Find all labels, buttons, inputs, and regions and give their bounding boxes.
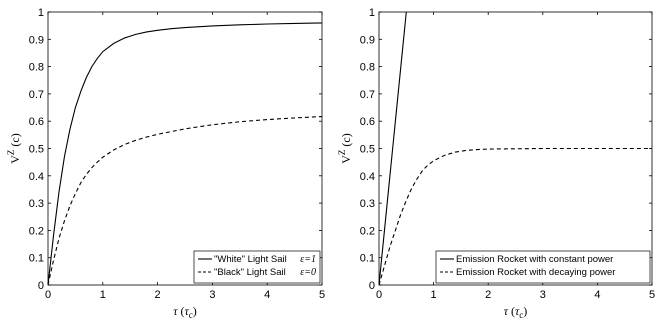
x-tick-label: 0 (45, 289, 51, 301)
legend-epsilon-label: ε=1 (300, 254, 316, 265)
x-tick-label: 1 (100, 289, 106, 301)
y-axis-label: VZ (c) (6, 133, 22, 164)
legend-label: Emission Rocket with decaying power (456, 267, 615, 278)
x-tick-label: 3 (540, 289, 546, 301)
y-tick-label: 0.3 (29, 198, 44, 210)
x-tick-label: 0 (376, 289, 382, 301)
y-tick-label: 0.2 (360, 225, 375, 237)
y-axis-label: VZ (c) (337, 133, 353, 164)
y-tick-label: 1 (369, 7, 375, 19)
y-tick-label: 0 (38, 280, 44, 292)
y-tick-label: 0.3 (360, 198, 375, 210)
dashed-series-line (48, 116, 322, 285)
x-tick-label: 2 (155, 289, 161, 301)
y-tick-label: 0.8 (29, 62, 44, 74)
y-tick-label: 0.6 (29, 116, 44, 128)
y-tick-label: 0.9 (360, 34, 375, 46)
x-tick-label: 3 (209, 289, 215, 301)
solid-series-line (379, 12, 407, 285)
plot-frame (47, 11, 323, 286)
y-tick-label: 0.6 (360, 116, 375, 128)
y-tick-label: 0.9 (29, 34, 44, 46)
y-tick-label: 0 (369, 280, 375, 292)
solid-series-line (48, 22, 322, 285)
y-tick-label: 0.7 (29, 89, 44, 101)
x-tick-label: 5 (319, 289, 325, 301)
y-tick-label: 0.1 (360, 253, 375, 265)
legend-box (193, 250, 321, 284)
x-tick-label: 2 (485, 289, 491, 301)
y-tick-label: 0.1 (29, 253, 44, 265)
x-axis-label: τ (τc) (504, 304, 528, 320)
right-chart-panel: 0 1 2 3 4 5 0 0.1 0.2 0.3 0.4 0.5 0.6 0.7 0.8 0.9 1 τ (τc… (337, 7, 655, 320)
y-tick-label: 0.5 (29, 144, 44, 156)
legend-box (435, 250, 651, 284)
y-tick-label: 0.2 (29, 225, 44, 237)
dashed-series-line (379, 147, 652, 285)
legend-label: "Black" Light Sail (214, 267, 286, 278)
x-tick-label: 5 (649, 289, 655, 301)
left-chart-panel: 0 1 2 3 4 5 0 0.1 0.2 0.3 0.4 0.5 0.6 0.7 0.8 0.9 1 τ (τc… (6, 7, 325, 320)
x-tick-label: 1 (431, 289, 437, 301)
y-tick-label: 0.4 (29, 171, 44, 183)
legend-label: "White" Light Sail (214, 254, 287, 265)
x-tick-label: 4 (264, 289, 270, 301)
y-tick-label: 0.5 (360, 144, 375, 156)
legend-label: Emission Rocket with constant power (456, 254, 613, 265)
y-tick-label: 0.8 (360, 62, 375, 74)
y-tick-label: 1 (38, 7, 44, 19)
x-tick-label: 4 (594, 289, 600, 301)
y-tick-label: 0.7 (360, 89, 375, 101)
y-tick-label: 0.4 (360, 171, 375, 183)
x-axis-label: τ (τc) (173, 304, 197, 320)
legend-epsilon-label: ε=0 (300, 267, 316, 278)
